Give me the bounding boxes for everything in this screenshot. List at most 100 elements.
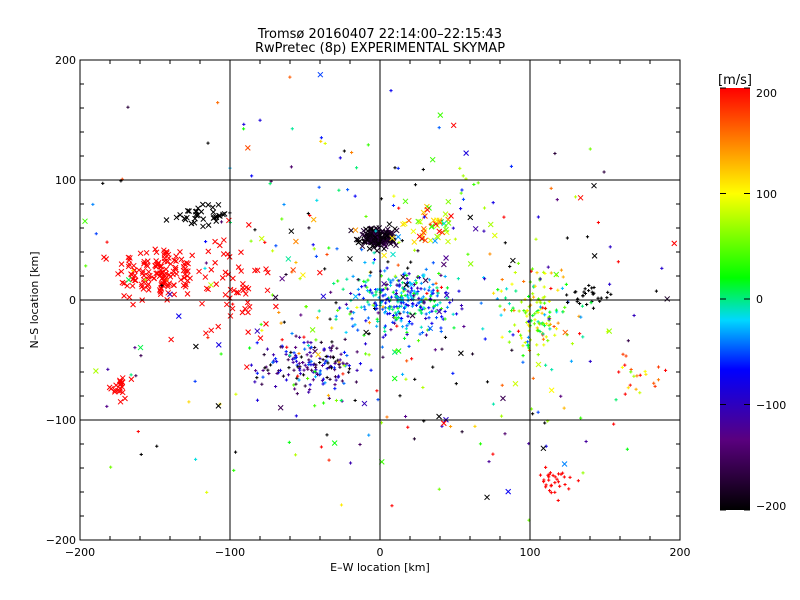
data-point — [352, 311, 356, 315]
data-point — [158, 280, 165, 287]
y-tick-label: −100 — [46, 414, 76, 427]
data-point — [380, 345, 384, 349]
data-point — [335, 247, 339, 251]
data-point — [334, 378, 338, 382]
data-point — [325, 433, 329, 437]
data-point — [353, 236, 360, 243]
data-point — [328, 317, 332, 321]
data-point — [396, 300, 400, 304]
data-point — [526, 340, 530, 344]
data-point — [540, 311, 544, 315]
data-point — [405, 324, 409, 328]
data-point — [510, 282, 514, 286]
data-point — [536, 352, 540, 357]
data-point — [419, 287, 423, 291]
data-point — [632, 374, 636, 378]
data-point — [306, 340, 310, 344]
data-point — [445, 305, 450, 309]
data-point — [499, 289, 503, 293]
data-point — [533, 312, 537, 316]
data-point — [284, 349, 288, 354]
data-point — [527, 348, 532, 353]
data-point — [400, 372, 405, 376]
data-point — [241, 127, 246, 131]
data-point — [512, 380, 519, 387]
data-point — [454, 312, 459, 316]
data-point — [354, 166, 359, 170]
data-point — [129, 283, 136, 289]
data-point — [363, 329, 369, 336]
data-point — [245, 222, 252, 228]
data-point — [291, 360, 295, 364]
data-point — [417, 219, 423, 225]
data-point — [403, 293, 407, 298]
colorbar-tick-label: −100 — [756, 399, 786, 412]
data-point — [536, 215, 540, 219]
data-point — [317, 185, 321, 189]
data-point — [398, 394, 402, 398]
data-point — [301, 373, 306, 377]
data-point — [656, 378, 661, 382]
data-point — [569, 359, 574, 363]
data-point — [371, 232, 378, 239]
data-point — [510, 257, 516, 264]
data-point — [294, 359, 299, 363]
data-point — [178, 256, 185, 263]
data-point — [628, 383, 632, 387]
data-point — [298, 372, 303, 376]
data-point — [309, 359, 313, 363]
data-point — [381, 252, 387, 259]
data-point — [553, 481, 557, 485]
data-point — [171, 282, 177, 289]
data-point — [507, 340, 511, 344]
data-point — [295, 363, 299, 367]
data-point — [482, 206, 487, 210]
data-point — [513, 270, 517, 275]
data-point — [419, 325, 423, 329]
data-point — [313, 404, 317, 408]
data-point — [579, 315, 583, 319]
data-point — [563, 482, 567, 487]
data-point — [393, 274, 397, 278]
data-point — [445, 238, 451, 245]
data-point — [84, 264, 88, 268]
data-point — [406, 311, 410, 315]
data-point — [523, 297, 527, 302]
data-point — [347, 370, 351, 374]
data-point — [478, 442, 483, 446]
data-point — [184, 273, 191, 279]
data-point — [238, 249, 244, 256]
data-point — [437, 126, 441, 130]
data-point — [448, 301, 452, 305]
data-point — [223, 301, 230, 308]
data-point — [337, 360, 341, 364]
data-point — [525, 308, 529, 313]
data-point — [505, 488, 512, 495]
data-point — [433, 303, 438, 308]
data-point — [625, 447, 629, 451]
data-point — [531, 292, 535, 296]
data-point — [361, 296, 366, 300]
data-point — [153, 263, 159, 270]
data-point — [559, 268, 564, 272]
data-point — [574, 290, 578, 294]
data-point — [388, 229, 395, 236]
data-point — [341, 372, 345, 376]
data-point — [312, 247, 316, 251]
data-point — [534, 237, 538, 241]
data-point — [654, 289, 659, 293]
data-point — [297, 366, 302, 371]
data-point — [392, 194, 396, 198]
data-point — [322, 347, 326, 351]
data-point — [621, 352, 625, 356]
data-point — [308, 387, 312, 392]
data-point — [482, 229, 486, 233]
data-point — [617, 370, 621, 374]
data-point — [585, 302, 589, 307]
data-point — [245, 329, 252, 336]
data-point — [406, 314, 410, 318]
data-point — [366, 143, 370, 147]
data-point — [233, 450, 238, 454]
data-point — [215, 403, 222, 409]
